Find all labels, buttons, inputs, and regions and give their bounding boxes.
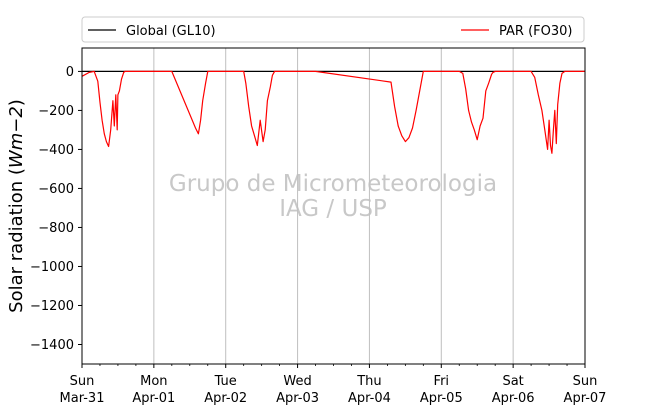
y-tick-label-0: 0 bbox=[66, 65, 74, 80]
legend: Global (GL10) PAR (FO30) bbox=[81, 16, 585, 43]
x-tick-label-5: Fri Apr-05 bbox=[420, 374, 463, 406]
y-tick-label-5: −1000 bbox=[30, 260, 74, 275]
legend-label-global: Global (GL10) bbox=[126, 24, 216, 39]
legend-box bbox=[81, 16, 585, 43]
y-axis-label-unit: Wm bbox=[6, 133, 27, 168]
watermark-line-2: IAG / USP bbox=[279, 196, 387, 222]
x-tick-label-6: Sat Apr-06 bbox=[492, 374, 535, 406]
x-tick-label-1: Mon Apr-01 bbox=[132, 374, 175, 406]
y-tick-label-6: −1200 bbox=[30, 299, 74, 314]
y-axis: 0 −200 −400 −600 −800 −1000 −1200 −1400 bbox=[30, 65, 82, 353]
legend-label-par: PAR (FO30) bbox=[499, 24, 572, 39]
y-tick-label-2: −400 bbox=[38, 143, 74, 158]
watermark-line-1: Grupo de Micrometeorologia bbox=[169, 171, 497, 197]
y-tick-label-1: −200 bbox=[38, 104, 74, 119]
y-tick-label-3: −600 bbox=[38, 182, 74, 197]
y-axis-label: Solar radiation (Wm−2) bbox=[6, 99, 27, 313]
x-tick-label-2: Tue Apr-02 bbox=[204, 374, 247, 406]
x-tick-label-4: Thu Apr-04 bbox=[348, 374, 391, 406]
y-tick-label-4: −800 bbox=[38, 221, 74, 236]
series-line-par bbox=[81, 70, 585, 154]
y-axis-label-suffix: ) bbox=[6, 99, 27, 106]
y-tick-label-7: −1400 bbox=[30, 338, 74, 353]
y-axis-label-exponent: −2 bbox=[6, 106, 27, 133]
plot-series bbox=[81, 70, 585, 154]
x-axis: Sun Mar-31 Mon Apr-01 Tue Apr-02 Wed Apr-03 Thu A… bbox=[60, 364, 607, 406]
grid bbox=[153, 48, 514, 364]
x-tick-label-3: Wed Apr-03 bbox=[276, 374, 319, 406]
x-tick-label-7: Sun Apr-07 bbox=[564, 374, 607, 406]
x-tick-label-0: Sun Mar-31 bbox=[60, 374, 105, 406]
y-axis-label-prefix: Solar radiation ( bbox=[6, 168, 27, 313]
